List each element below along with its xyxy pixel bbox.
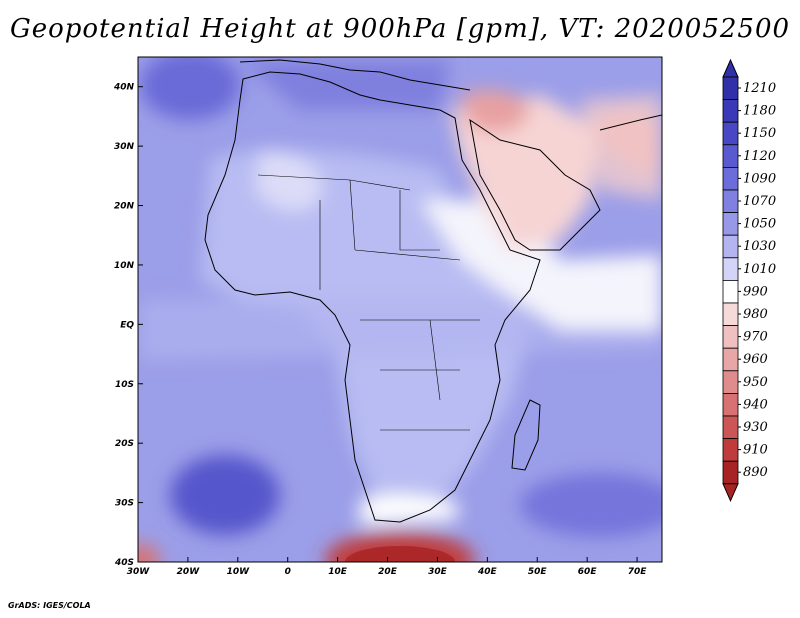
colorbar-swatch (722, 392, 739, 417)
colorbar-swatch (722, 325, 739, 349)
colorbar-label: 970 (743, 330, 768, 345)
colorbar-label: 910 (743, 443, 768, 458)
lon-tick-label: 10W (227, 567, 251, 577)
colorbar-swatch (722, 279, 739, 304)
lon-tick-label: 40E (477, 567, 498, 577)
colorbar-swatch (722, 189, 739, 214)
coastline-madagascar (511, 399, 541, 471)
lon-tick-label: 30E (428, 567, 448, 577)
chart-title: Geopotential Height at 900hPa [gpm], VT:… (9, 14, 791, 44)
colorbar-label: 1010 (743, 262, 776, 277)
field-region-white-south (360, 494, 460, 525)
lon-tick-label: 10E (328, 567, 348, 577)
field-region-red-iraq (460, 90, 530, 133)
lat-tick-label: 10N (114, 261, 135, 271)
colorbar-swatch (722, 370, 739, 394)
colorbar-label: 930 (743, 420, 768, 435)
field-high-south-atlantic (170, 455, 280, 535)
colorbar-label: 890 (743, 465, 768, 480)
colorbar-label: 990 (743, 284, 768, 299)
field-region-pink-arabia (450, 95, 600, 250)
lon-tick-label: 60E (578, 567, 598, 577)
colorbar-label: 1120 (743, 149, 776, 164)
colorbar-top-arrow (722, 58, 739, 78)
colorbar-swatch (722, 144, 739, 168)
axis-ticks: 30W 20W 10W 0 10E 20E 30E 40E 50E 60E 70E 40N 30N 20N… (113, 83, 647, 577)
field-region-pink-india (580, 95, 662, 200)
colorbar-label: 1050 (743, 217, 776, 232)
lat-tick-label: 40N (113, 83, 135, 93)
height-field (138, 57, 662, 562)
lon-tick-label: 50E (528, 567, 548, 577)
colorbar-label: 980 (743, 307, 768, 322)
lat-tick-label: 20N (114, 202, 135, 212)
colorbar-label: 1030 (743, 239, 776, 254)
lat-tick-label: 30S (115, 499, 134, 509)
field-region-white-sahara (255, 150, 322, 211)
lon-tick-label: 20W (177, 567, 201, 577)
coastline-africa (204, 71, 541, 523)
colorbar-swatch (722, 438, 739, 462)
colorbar-swatch (722, 121, 739, 146)
lat-tick-label: EQ (120, 320, 134, 330)
colorbar-swatch (722, 415, 739, 440)
map-frame (137, 56, 663, 563)
colorbar-swatch (722, 257, 739, 281)
coastline-europe (239, 59, 471, 91)
colorbar-label: 1070 (743, 194, 776, 209)
lon-tick-label: 30W (127, 567, 151, 577)
coastline-arabia (469, 118, 601, 251)
colorbar-swatch (722, 302, 739, 327)
colorbar-label: 940 (743, 397, 768, 412)
field-region-white-arabian-sea (420, 200, 662, 330)
lon-tick-label: 70E (628, 567, 648, 577)
colorbar-swatch (722, 76, 739, 101)
colorbar-swatch (722, 166, 739, 191)
lat-tick-label: 30N (114, 142, 135, 152)
field-low-southwest-corner (138, 544, 160, 562)
lat-tick-label: 20S (115, 439, 134, 449)
lat-tick-label: 40S (114, 558, 134, 568)
colorbar-label: 1090 (743, 171, 776, 186)
colorbar: 1210 1180 1150 1120 1090 1070 1050 1030 1010 990 9… (722, 58, 776, 503)
lat-tick-label: 10S (115, 380, 134, 390)
colorbar-label: 960 (743, 352, 768, 367)
lon-tick-label: 0 (285, 567, 291, 577)
coastline-south-asia (599, 114, 662, 131)
border-lines (257, 174, 480, 431)
colorbar-bottom-arrow (722, 483, 739, 503)
field-high-north-atlantic (140, 57, 240, 120)
credit-label: GrADS: IGES/COLA (8, 601, 91, 610)
lon-tick-label: 20E (378, 567, 398, 577)
colorbar-label: 1180 (743, 104, 776, 119)
colorbar-label: 1210 (743, 81, 776, 96)
colorbar-swatch (722, 212, 739, 236)
field-region-mediterranean (240, 60, 450, 110)
colorbar-swatch (722, 347, 739, 372)
colorbar-swatch (722, 460, 739, 485)
field-low-core (345, 546, 455, 562)
colorbar-swatch (722, 99, 739, 123)
colorbar-label: 1150 (743, 126, 776, 141)
field-region-light-tropics (140, 300, 662, 360)
field-high-indian-ocean (520, 473, 662, 537)
colorbar-label: 950 (743, 375, 768, 390)
colorbar-swatch (722, 234, 739, 259)
